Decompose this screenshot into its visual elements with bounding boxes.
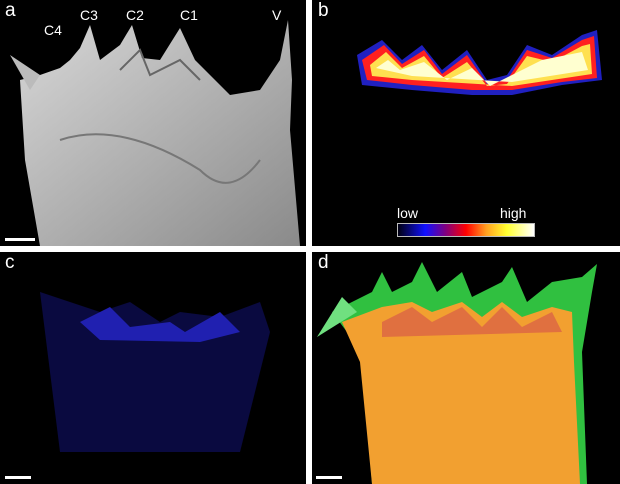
panel-label-d: d	[318, 252, 329, 273]
composite-image	[317, 262, 597, 484]
colorbar	[397, 223, 535, 237]
scale-bar	[316, 476, 342, 479]
panel-a: a C4 C3 C2 C1 V	[0, 0, 306, 246]
tooth-label-c1: C1	[180, 7, 198, 23]
tooth-label-c2: C2	[126, 7, 144, 23]
panel-c: c	[0, 252, 306, 484]
panel-label-b: b	[318, 0, 329, 21]
panel-b: b low high	[312, 0, 620, 246]
tooth-label-v: V	[272, 7, 282, 23]
sem-image	[10, 20, 300, 246]
panel-label-a: a	[5, 0, 16, 21]
scale-bar	[5, 476, 31, 479]
colorbar-low-label: low	[397, 205, 419, 221]
tooth-label-c3: C3	[80, 7, 98, 23]
panel-d: d	[312, 252, 620, 484]
colorbar-high-label: high	[500, 205, 527, 221]
panel-label-c: c	[5, 252, 15, 273]
heatmap-image	[357, 30, 602, 95]
blue-fluorescence-image	[40, 292, 270, 452]
scale-bar	[5, 238, 35, 241]
tooth-label-c4: C4	[44, 22, 62, 38]
